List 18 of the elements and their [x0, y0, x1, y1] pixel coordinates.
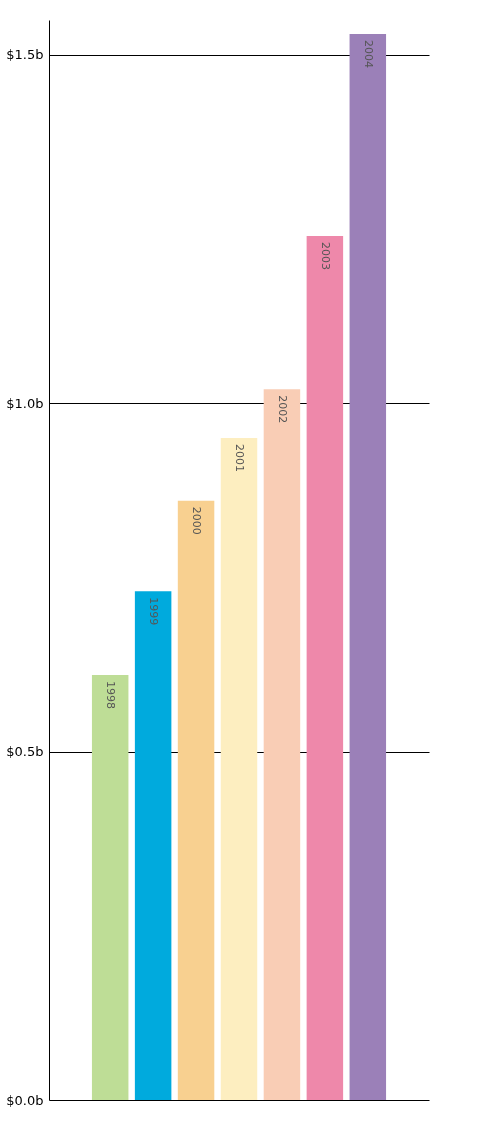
x-tick-label: 2000 [190, 506, 204, 535]
y-tick-label: $1.0b [6, 395, 44, 411]
x-tick-label: 1999 [147, 597, 161, 626]
bar [306, 236, 344, 1100]
x-tick-label: 2004 [361, 39, 375, 68]
bar [177, 500, 215, 1100]
x-tick-label: 1998 [104, 680, 118, 709]
x-tick-label: 2001 [233, 444, 246, 473]
bar [263, 389, 301, 1100]
x-tick-label: 2003 [318, 242, 332, 270]
y-tick-label: $0.0b [6, 1092, 44, 1108]
bar [220, 438, 258, 1100]
bar [349, 33, 387, 1100]
y-tick-label: $1.5b [6, 47, 44, 63]
bar [91, 674, 129, 1100]
y-tick-label: $0.5b [6, 744, 44, 760]
x-tick-label: 2002 [275, 395, 289, 424]
bar [134, 591, 172, 1100]
